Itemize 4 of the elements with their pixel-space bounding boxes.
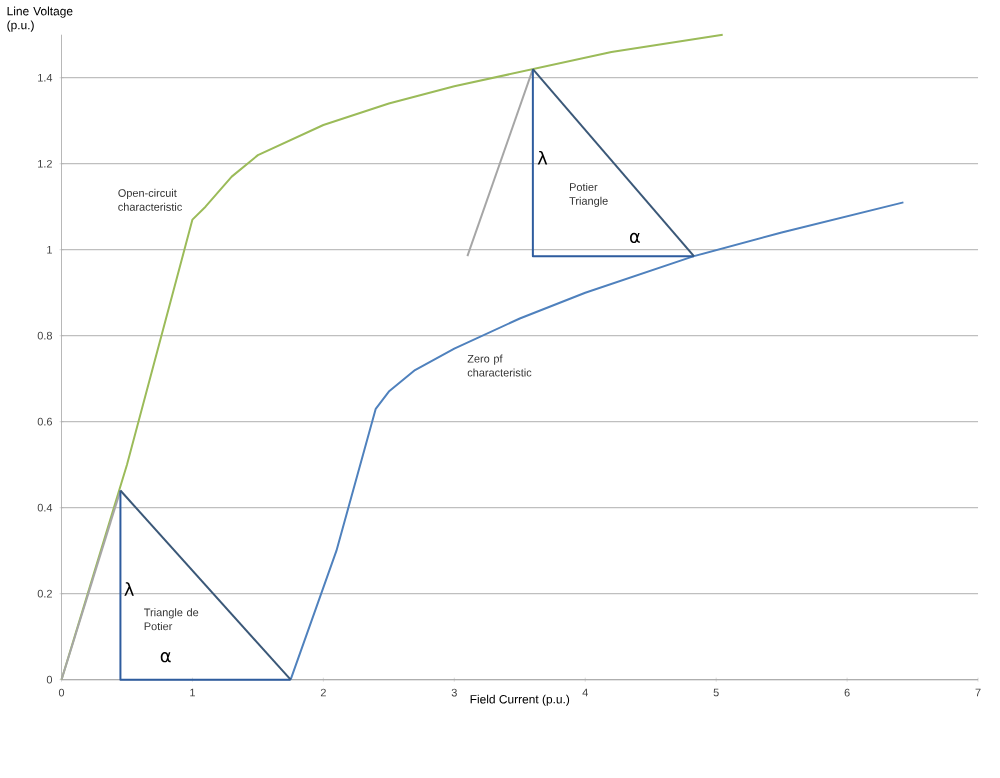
annotation: α — [630, 233, 640, 244]
annotation: α — [160, 652, 171, 663]
annotation: λ — [124, 582, 134, 597]
annotation: λ — [537, 151, 548, 165]
